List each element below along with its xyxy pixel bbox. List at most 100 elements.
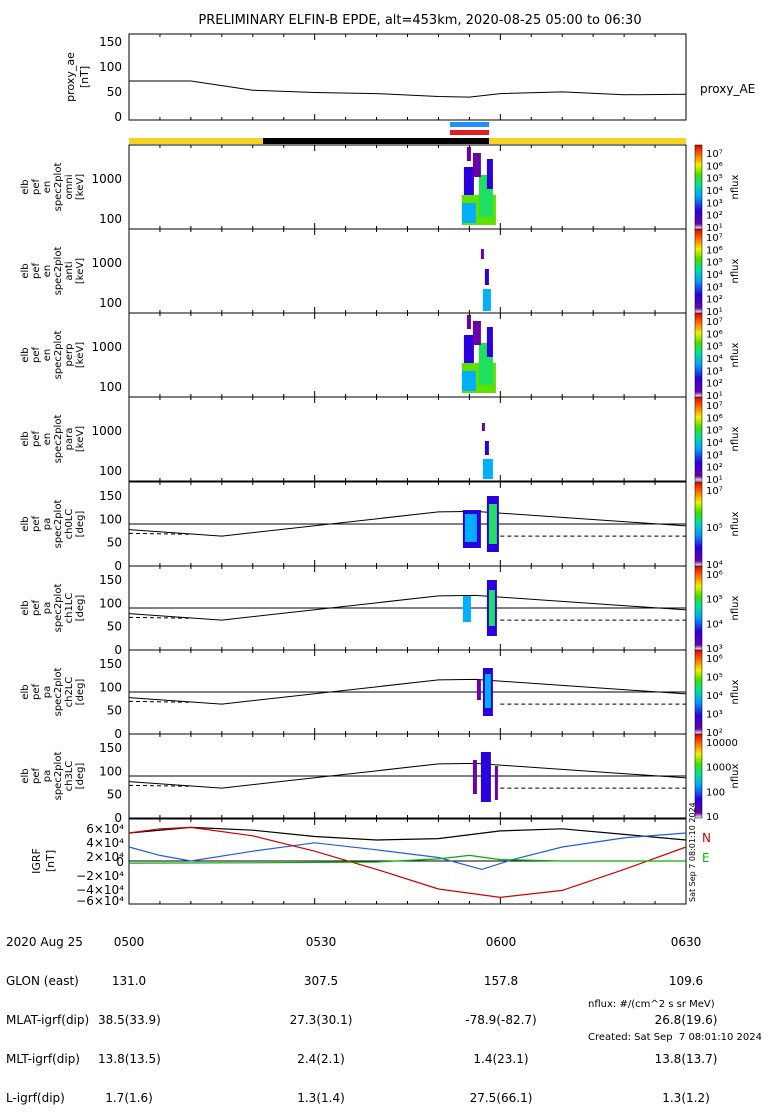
panel-ylabel-line: spec2plot [53, 331, 64, 380]
colorbar [694, 649, 703, 735]
igrf-series-line [128, 826, 687, 899]
mlt-value: 2.4(2.1) [297, 1052, 345, 1066]
colorbar-tick: 10000 [706, 738, 738, 749]
l-value: 1.3(1.4) [297, 1091, 345, 1105]
panel-ylabel-line: [deg] [75, 679, 86, 706]
colorbar-tick: 10² [706, 211, 723, 222]
pa-ytick: 150 [99, 657, 122, 671]
igrf-ytick: 0 [116, 855, 124, 869]
colorbar-tick: 10⁷ [706, 401, 723, 412]
igrf-side-text: Sat Sep 7 08:01:10 2024 [688, 802, 697, 902]
colorbar-tick: 10⁴ [706, 438, 723, 449]
pa-ytick: 50 [107, 704, 122, 718]
spec-ytick: 1000 [91, 256, 122, 270]
spec-frame [128, 396, 687, 482]
colorbar-tick: 10 [706, 812, 719, 823]
colorbar-label: nflux [730, 426, 741, 451]
panel-ylabel-line: pa [42, 770, 53, 782]
igrf-panel: IGRF [nT] 6×10⁴ 4×10⁴ 2×10⁴ 0 −2×10⁴ −4×… [30, 802, 711, 908]
panel-ylabel-line: pef [31, 347, 42, 364]
panel-ylabel-line: elb [20, 516, 31, 531]
igrf-ylabel-2: [nT] [44, 850, 57, 872]
panel-ylabel-line: [deg] [75, 511, 86, 538]
spec-ytick: 100 [99, 380, 122, 394]
colorbar-tick: 10² [706, 379, 723, 390]
colorbar-tick: 10⁶ [706, 245, 723, 256]
flux-cell [472, 153, 481, 177]
colorbar-tick: 10⁶ [706, 654, 723, 665]
pa-ytick: 100 [99, 596, 122, 610]
panel-ylabel-line: omni [64, 175, 75, 200]
flux-cell [464, 514, 477, 542]
chart-title: PRELIMINARY ELFIN-B EPDE, alt=453km, 202… [198, 13, 641, 28]
orbit-bar-red [450, 130, 489, 135]
panel-ylabel-line: elb [20, 600, 31, 615]
panel-ylabel-line: pef [31, 263, 42, 280]
panel-ylabel-line: ch2LC [64, 677, 75, 708]
row-label-date: 2020 Aug 25 [6, 935, 83, 949]
panel-ylabel-line: spec2plot [53, 584, 64, 633]
flux-cell [482, 289, 491, 311]
panel-ylabel-line: spec2plot [53, 163, 64, 212]
colorbar-tick: 1000 [706, 763, 731, 774]
colorbar-tick: 10² [706, 463, 723, 474]
igrf-ytick: −2×10⁴ [76, 869, 124, 883]
pa-panel-3: elb pef pa spec2plot ch3LC [deg] 150 100 50 0 1000… [20, 733, 741, 825]
footer: nflux: #/(cm^2 s sr MeV) Created: Sat Se… [588, 977, 762, 1054]
flux-cell [482, 459, 493, 479]
spec-frame [128, 228, 687, 314]
bottom-col-0500: 0500 131.0 38.5(33.9) 13.8(13.5) 1.7(1.6… [98, 910, 161, 1118]
footer-created: Created: Sat Sep 7 08:01:10 2024 [588, 1032, 762, 1043]
spec-frame [128, 312, 687, 398]
ae-ylabel-2: [nT] [78, 66, 91, 88]
flux-cell [480, 752, 491, 802]
ae-ytick: 50 [107, 85, 122, 99]
panel-ylabel-line: para [64, 428, 75, 451]
spec-ytick: 100 [99, 212, 122, 226]
flux-cell [472, 321, 481, 345]
flux-cell [484, 269, 489, 285]
colorbar-tick: 10⁵ [706, 174, 723, 185]
ae-ytick: 0 [114, 110, 122, 124]
panel-ylabel-line: spec2plot [53, 668, 64, 717]
igrf-series-line [128, 854, 686, 864]
colorbar-tick: 10⁴ [706, 186, 723, 197]
pa-ytick: 50 [107, 620, 122, 634]
mlt-value: 1.4(23.1) [473, 1052, 529, 1066]
colorbar-tick: 10⁴ [706, 270, 723, 281]
colorbar [694, 481, 703, 567]
pa-ytick: 0 [114, 559, 122, 573]
mlat-value: -78.9(-82.7) [465, 1013, 537, 1027]
time-ticks [128, 34, 687, 904]
pa-ytick: 0 [114, 643, 122, 657]
igrf-legend-n: N [702, 831, 711, 845]
row-label-mlt: MLT-igrf(dip) [6, 1052, 80, 1066]
panel-ylabel-line: [keV] [75, 174, 86, 200]
pa-ytick: 50 [107, 788, 122, 802]
igrf-legend-e: E [702, 851, 710, 865]
loss-cone-line [128, 762, 687, 789]
colorbar-tick: 10⁶ [706, 570, 723, 581]
pa-ytick: 50 [107, 536, 122, 550]
colorbar-tick: 10⁵ [706, 523, 723, 534]
bottom-col-0600: 0600 157.8 -78.9(-82.7) 1.4(23.1) 27.5(6… [453, 910, 549, 1118]
panel-ylabel-line: pef [31, 179, 42, 196]
mlt-value: 13.8(13.5) [98, 1052, 161, 1066]
bottom-row-labels: 2020 Aug 25 GLON (east) MLAT-igrf(dip) M… [6, 910, 89, 1118]
panel-ylabel-line: pa [42, 686, 53, 698]
glon-value: 109.6 [668, 974, 704, 988]
flux-cell [476, 680, 481, 700]
anti-loss-cone-line [128, 784, 191, 787]
panel-ylabel-line: ch0LC [64, 509, 75, 540]
colorbar-label: nflux [730, 763, 741, 788]
colorbar-tick: 10¹ [706, 391, 723, 402]
panel-ylabel-line: [deg] [75, 763, 86, 790]
panel-ylabel-line: ch3LC [64, 761, 75, 792]
orbit-bar-yellow-left [129, 138, 263, 144]
panel-ylabel-line: elb [20, 684, 31, 699]
bottom-col-0530: 0530 307.5 27.3(30.1) 2.4(2.1) 1.3(1.4) [281, 910, 361, 1118]
flux-cell [461, 371, 476, 391]
